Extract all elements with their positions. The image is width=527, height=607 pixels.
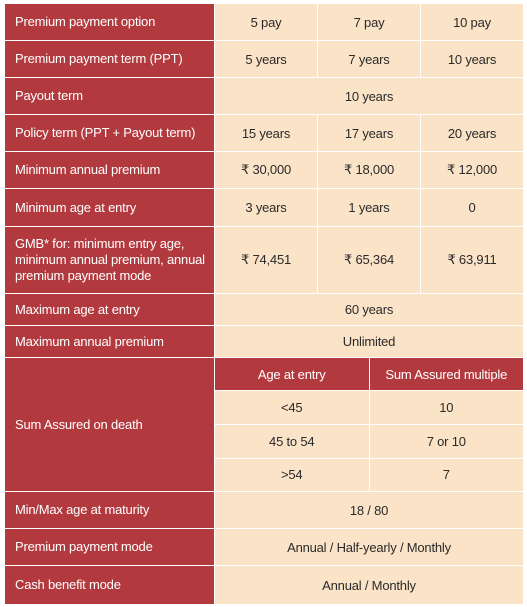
cell-value: 7 years [317,40,421,78]
cell-value: 7 pay [317,3,421,41]
cell-value: 3 years [214,188,318,227]
cell-value: 20 years [420,114,524,152]
row-label: Maximum annual premium [4,325,215,358]
table-row: GMB* for: minimum entry age, minimum ann… [4,226,524,294]
multiple-cell: 10 [368,390,523,425]
cell-value: 10 pay [420,3,524,41]
table-row: Payout term 10 years [4,77,524,115]
multiple-cell: 7 [368,457,523,491]
table-row: Maximum age at entry 60 years [4,293,524,326]
cell-value: Annual / Half-yearly / Monthly [214,528,524,566]
row-label: Min/Max age at maturity [4,491,215,529]
column-header: Sum Assured multiple [368,358,523,392]
sum-assured-header-row: Age at entry Sum Assured multiple [215,358,523,392]
row-label: Premium payment mode [4,528,215,566]
cell-value: ₹ 18,000 [317,151,421,189]
table-row: Cash benefit mode Annual / Monthly [4,565,524,605]
age-at-entry-cell: <45 [215,390,370,425]
cell-value: ₹ 74,451 [214,226,318,294]
cell-value: 10 years [214,77,524,115]
cell-value: ₹ 63,911 [420,226,524,294]
age-at-entry-cell: 45 to 54 [215,423,370,459]
cell-value: 10 years [420,40,524,78]
cell-value: ₹ 12,000 [420,151,524,189]
sum-assured-cell: Age at entry Sum Assured multiple <45 10… [214,357,524,492]
row-label: Payout term [4,77,215,115]
cell-value: Annual / Monthly [214,565,524,605]
table-row: Sum Assured on death Age at entry Sum As… [4,357,524,492]
row-label: Policy term (PPT + Payout term) [4,114,215,152]
row-label: GMB* for: minimum entry age, minimum ann… [4,226,215,294]
multiple-cell: 7 or 10 [368,423,523,459]
row-label: Premium payment option [4,3,215,41]
table-row: Min/Max age at maturity 18 / 80 [4,491,524,529]
table-row: Maximum annual premium Unlimited [4,325,524,358]
table-row: 45 to 54 7 or 10 [215,423,523,459]
cell-value: 15 years [214,114,318,152]
row-label: Minimum age at entry [4,188,215,227]
row-label: Premium payment term (PPT) [4,40,215,78]
cell-value: 60 years [214,293,524,326]
cell-value: Unlimited [214,325,524,358]
cell-value: 17 years [317,114,421,152]
cell-value: 0 [420,188,524,227]
row-label: Minimum annual premium [4,151,215,189]
table-row: Minimum annual premium ₹ 30,000 ₹ 18,000… [4,151,524,189]
table-row: Minimum age at entry 3 years 1 years 0 [4,188,524,227]
cell-value: 18 / 80 [214,491,524,529]
cell-value: 5 pay [214,3,318,41]
table-row: <45 10 [215,390,523,425]
table-row: Premium payment option 5 pay 7 pay 10 pa… [4,3,524,41]
age-at-entry-cell: >54 [215,457,370,491]
row-label: Cash benefit mode [4,565,215,605]
sum-assured-table: Age at entry Sum Assured multiple <45 10… [215,358,523,491]
policy-details-table: Premium payment option 5 pay 7 pay 10 pa… [4,3,524,605]
cell-value: ₹ 30,000 [214,151,318,189]
cell-value: 1 years [317,188,421,227]
row-label: Sum Assured on death [4,357,215,492]
cell-value: 5 years [214,40,318,78]
cell-value: ₹ 65,364 [317,226,421,294]
row-label: Maximum age at entry [4,293,215,326]
table-row: Policy term (PPT + Payout term) 15 years… [4,114,524,152]
column-header: Age at entry [215,358,370,392]
table-row: Premium payment term (PPT) 5 years 7 yea… [4,40,524,78]
table-row: >54 7 [215,457,523,491]
table-row: Premium payment mode Annual / Half-yearl… [4,528,524,566]
